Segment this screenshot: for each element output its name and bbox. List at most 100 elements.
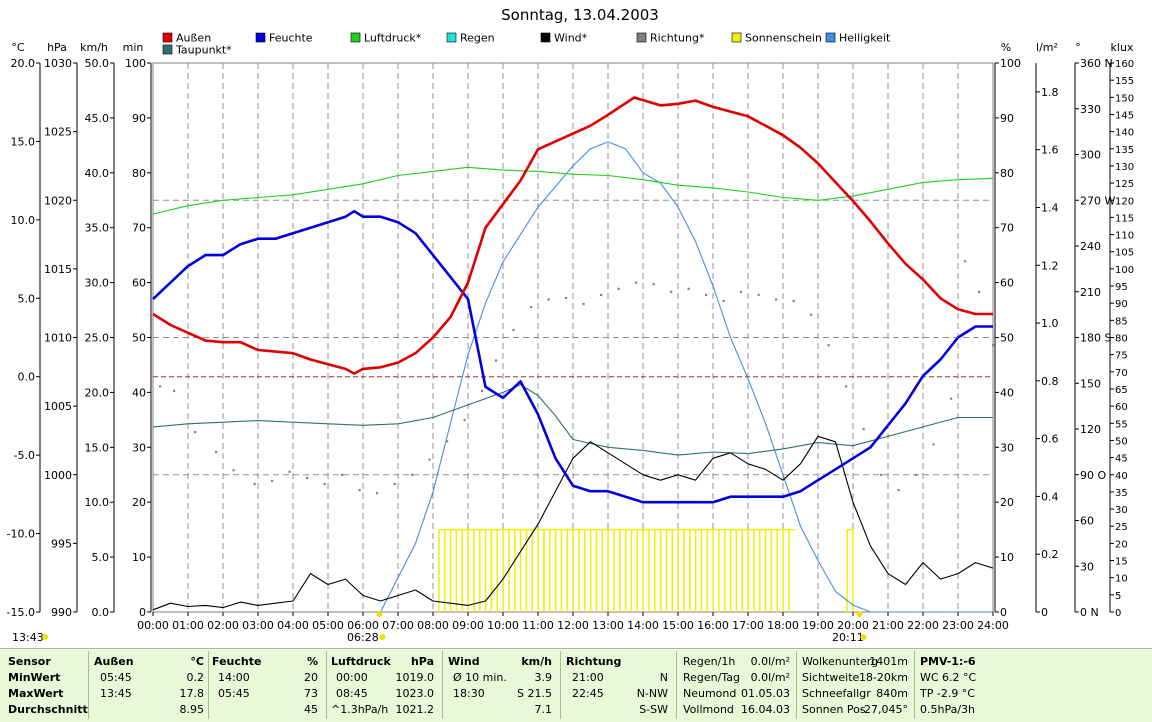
temp-unit: °C	[11, 41, 25, 54]
minutes-tick-label: 70	[132, 222, 146, 235]
wind-tick-label: 30.0	[85, 277, 110, 290]
wind-avg-value: 7.1	[534, 703, 553, 716]
summary-footer: Sensor MinWert MaxWert Durchschnitt Auße…	[0, 648, 1152, 722]
direction-point	[757, 293, 760, 296]
wind-tick-label: 5.0	[92, 551, 110, 564]
feuchte-max-value: 73	[304, 687, 318, 700]
direction-point	[670, 290, 673, 293]
direction-point	[915, 473, 918, 476]
klux-tick-label: 45	[1115, 454, 1128, 465]
x-tick-label: 05:00	[312, 619, 344, 632]
wind-unit: km/h	[80, 41, 108, 54]
aussen-min-value: 0.2	[186, 671, 205, 684]
wind-tick-label: 20.0	[85, 386, 110, 399]
aussen-header: Außen	[94, 655, 134, 668]
direction-point	[495, 359, 498, 362]
legend-label-8: Taupunkt*	[175, 44, 232, 57]
percent-tick-label: 100	[1000, 57, 1021, 70]
direction-point	[582, 302, 585, 306]
minutes-tick-label: 20	[132, 496, 146, 509]
rain-tick-label: 1.4	[1041, 201, 1059, 214]
x-tick-label: 22:00	[907, 619, 939, 632]
x-tick-label: 06:00	[347, 619, 379, 632]
legend-swatch-4	[540, 32, 551, 43]
sunrise-label-icon	[379, 634, 386, 640]
klux-tick-label: 50	[1115, 436, 1128, 447]
klux-tick-label: 150	[1115, 93, 1134, 104]
rain-tick-label: 1.0	[1041, 317, 1059, 330]
percent-tick-label: 60	[1000, 277, 1014, 290]
direction-tick-label: 300	[1080, 149, 1101, 162]
klux-tick-label: 115	[1115, 213, 1134, 224]
direction-point	[288, 470, 291, 473]
series-wind-line	[152, 435, 994, 611]
direction-tick-label: 360 N	[1080, 57, 1113, 70]
direction-point	[159, 385, 162, 388]
direction-point	[862, 428, 865, 431]
pressure-unit: hPa	[47, 41, 67, 54]
vollmond-label: Vollmond	[683, 703, 734, 716]
x-tick-label: 02:00	[207, 619, 239, 632]
pressure-tick-label: 1000	[44, 469, 72, 482]
series-sonnenschein	[438, 528, 854, 612]
legend-label-6: Sonnenschein	[745, 32, 822, 45]
x-tick-label: 01:00	[172, 619, 204, 632]
pressure-tick-label: 1015	[44, 263, 72, 276]
percent-tick-label: 0	[1000, 606, 1007, 619]
regen-1h-label: Regen/1h	[683, 655, 736, 668]
klux-tick-label: 60	[1115, 402, 1128, 413]
series-feuchte-line	[152, 209, 993, 504]
legend-label-1: Feuchte	[269, 32, 313, 45]
vollmond-value: 16.04.03	[741, 703, 790, 716]
direction-point	[446, 440, 449, 443]
legend-swatch-0	[162, 32, 173, 43]
direction-point	[393, 482, 396, 486]
direction-point	[992, 344, 995, 347]
direction-tick-label: 210	[1080, 286, 1101, 299]
direction-tick-label: 330	[1080, 103, 1101, 116]
klux-tick-label: 40	[1115, 471, 1128, 482]
direction-point	[775, 298, 778, 301]
direction-point	[827, 344, 830, 347]
minutes-tick-label: 0	[139, 606, 146, 619]
direction-point	[481, 389, 484, 393]
direction-point	[897, 489, 900, 492]
direction-point	[652, 283, 655, 286]
klux-tick-label: 15	[1115, 557, 1128, 568]
sonnen-pos-label: Sonnen Pos	[802, 703, 866, 716]
luftdruck-trend: ^1.3hPa/h	[331, 703, 389, 716]
weather-chart: Sonntag, 13.04.2003 Außen Feuchte Luftdruc…	[7, 6, 1135, 644]
temp-tick-label: -5.0	[14, 449, 35, 462]
direction-point	[705, 293, 708, 296]
sichtweite-label: Sichtweite	[802, 671, 860, 684]
sensor-header: Sensor	[8, 655, 51, 668]
wind-tick-label: 50.0	[85, 57, 110, 70]
feuchte-min-time: 14:00	[218, 671, 250, 684]
series-taupunkt-line	[152, 384, 993, 456]
aussen-max-time: 13:45	[100, 687, 132, 700]
direction-tick-label: 270 W	[1080, 194, 1115, 207]
wind-max-time: 18:30	[453, 687, 485, 700]
pressure-tick-label: 1020	[44, 194, 72, 207]
x-tick-label: 17:00	[732, 619, 764, 632]
direction-point	[845, 385, 848, 388]
klux-tick-label: 25	[1115, 522, 1128, 533]
neumond-label: Neumond	[683, 687, 737, 700]
x-tick-label: 13:00	[592, 619, 624, 632]
pmv-wc: WC 6.2 °C	[920, 671, 977, 684]
temp-tick-label: 10.0	[11, 214, 36, 227]
rain-tick-label: 0.6	[1041, 433, 1059, 446]
series-luftdruck-line	[152, 166, 994, 215]
direction-point	[880, 473, 883, 476]
klux-tick-label: 120	[1115, 196, 1134, 207]
x-tick-label: 18:00	[767, 619, 799, 632]
rain-tick-label: 0.8	[1041, 375, 1059, 388]
pressure-tick-label: 1030	[44, 57, 72, 70]
wind-tick-label: 15.0	[85, 441, 110, 454]
klux-tick-label: 10	[1115, 574, 1128, 585]
percent-tick-label: 10	[1000, 551, 1014, 564]
feuchte-unit: %	[306, 655, 318, 668]
neumond-value: 01.05.03	[741, 687, 790, 700]
direction-point	[530, 306, 533, 309]
richtung-min-value: N	[659, 671, 668, 684]
